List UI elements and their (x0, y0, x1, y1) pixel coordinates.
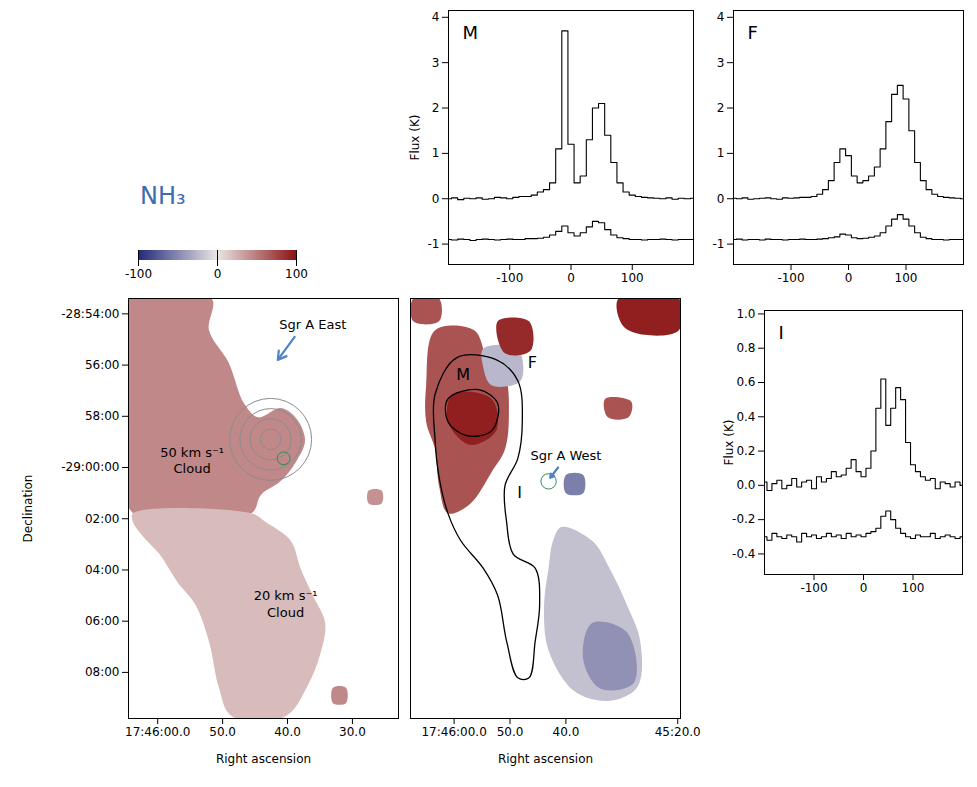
svg-text:100: 100 (902, 581, 925, 595)
svg-text:Right ascension: Right ascension (498, 752, 593, 766)
svg-text:0: 0 (432, 192, 440, 206)
svg-text:Declination: Declination (21, 475, 35, 543)
svg-text:0: 0 (860, 581, 868, 595)
svg-text:-100: -100 (125, 267, 152, 281)
svg-text:Sgr A West: Sgr A West (530, 448, 601, 463)
svg-text:1: 1 (717, 146, 725, 160)
svg-text:45:20.0: 45:20.0 (655, 725, 701, 739)
svg-text:M: M (463, 22, 479, 43)
svg-text:F: F (528, 353, 537, 372)
svg-text:Right ascension: Right ascension (216, 752, 311, 766)
svg-text:4: 4 (432, 10, 440, 24)
svg-text:-29:00:00: -29:00:00 (61, 460, 119, 474)
svg-text:50 km s⁻¹Cloud: 50 km s⁻¹Cloud (160, 445, 224, 476)
svg-text:I: I (517, 483, 522, 502)
svg-text:2: 2 (432, 101, 440, 115)
svg-text:-0.2: -0.2 (732, 512, 755, 526)
svg-text:40.0: 40.0 (274, 725, 301, 739)
svg-text:Sgr A East: Sgr A East (279, 317, 346, 332)
svg-text:58:00: 58:00 (85, 409, 120, 423)
svg-text:0: 0 (214, 267, 222, 281)
svg-text:0: 0 (845, 271, 853, 285)
svg-text:100: 100 (621, 271, 644, 285)
svg-text:0: 0 (567, 271, 575, 285)
svg-text:M: M (456, 365, 470, 384)
svg-text:I: I (779, 322, 784, 343)
svg-text:-100: -100 (496, 271, 523, 285)
svg-text:-100: -100 (777, 271, 804, 285)
svg-text:06:00: 06:00 (85, 614, 120, 628)
svg-text:08:00: 08:00 (85, 665, 120, 679)
svg-text:3: 3 (432, 56, 440, 70)
svg-text:100: 100 (895, 271, 918, 285)
svg-text:Flux (K): Flux (K) (722, 420, 736, 466)
svg-text:17:46:00.0: 17:46:00.0 (125, 725, 190, 739)
svg-text:0.4: 0.4 (736, 410, 755, 424)
html-text:NH₃: NH₃ (140, 182, 186, 210)
svg-text:1: 1 (432, 146, 440, 160)
svg-text:-1: -1 (428, 237, 440, 251)
svg-text:-28:54:00: -28:54:00 (61, 307, 119, 321)
svg-text:0: 0 (717, 192, 725, 206)
svg-text:30.0: 30.0 (339, 725, 366, 739)
svg-text:02:00: 02:00 (85, 512, 120, 526)
svg-text:-0.4: -0.4 (732, 547, 755, 561)
svg-text:100: 100 (285, 267, 308, 281)
svg-text:3: 3 (717, 56, 725, 70)
svg-text:-100: -100 (800, 581, 827, 595)
svg-text:20 km s⁻¹Cloud: 20 km s⁻¹Cloud (254, 588, 318, 619)
svg-text:0.2: 0.2 (736, 444, 755, 458)
svg-text:1.0: 1.0 (736, 307, 755, 321)
svg-text:2: 2 (717, 101, 725, 115)
svg-text:0.6: 0.6 (736, 375, 755, 389)
svg-text:56:00: 56:00 (85, 358, 120, 372)
svg-text:50.0: 50.0 (209, 725, 236, 739)
svg-text:04:00: 04:00 (85, 563, 120, 577)
svg-text:F: F (748, 22, 758, 43)
svg-text:17:46:00.0: 17:46:00.0 (421, 725, 486, 739)
svg-text:0.8: 0.8 (736, 341, 755, 355)
svg-text:40.0: 40.0 (553, 725, 580, 739)
svg-text:Flux (K): Flux (K) (408, 115, 422, 161)
svg-text:0.0: 0.0 (736, 478, 755, 492)
svg-text:-1: -1 (713, 237, 725, 251)
svg-text:50.0: 50.0 (497, 725, 524, 739)
svg-text:4: 4 (717, 10, 725, 24)
